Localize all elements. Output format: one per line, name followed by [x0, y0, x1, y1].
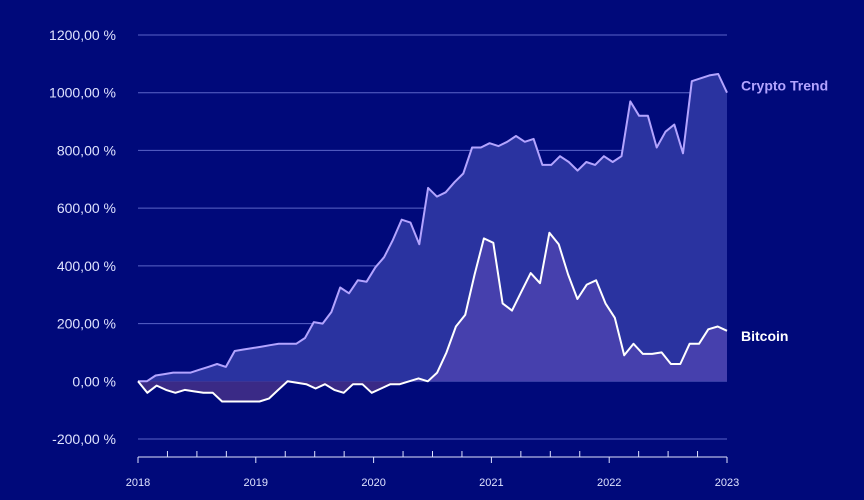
- bitcoin-negative-area: [138, 381, 727, 402]
- x-tick-label: 2023: [715, 477, 739, 489]
- bitcoin-area: [138, 232, 727, 382]
- crypto-trend-line: [138, 73, 728, 383]
- crypto-trend-area: [138, 74, 727, 382]
- y-tick-label: 400,00 %: [57, 258, 116, 274]
- crypto-trend-label: Crypto Trend: [741, 78, 828, 94]
- areas: [138, 74, 727, 402]
- axes: 2018 2019 2020 2021 2022 2023: [126, 451, 739, 489]
- y-tick-label: 1200,00 %: [49, 27, 116, 43]
- y-tick-label: 0,00 %: [72, 373, 116, 389]
- y-tick-label: 200,00 %: [57, 316, 116, 332]
- x-tick-label: 2018: [126, 477, 150, 489]
- x-tick-label: 2020: [361, 477, 385, 489]
- x-tick-label: 2022: [597, 477, 621, 489]
- lines: [137, 73, 728, 403]
- x-tick-label: 2021: [479, 477, 503, 489]
- x-tick-label: 2019: [244, 477, 268, 489]
- bitcoin-label: Bitcoin: [741, 328, 788, 344]
- series-labels: Crypto Trend Bitcoin: [741, 78, 828, 344]
- y-tick-label: 1000,00 %: [49, 85, 116, 101]
- y-tick-label: 600,00 %: [57, 200, 116, 216]
- y-tick-label: -200,00 %: [52, 431, 116, 447]
- bitcoin-line: [137, 231, 728, 403]
- y-tick-label: 800,00 %: [57, 142, 116, 158]
